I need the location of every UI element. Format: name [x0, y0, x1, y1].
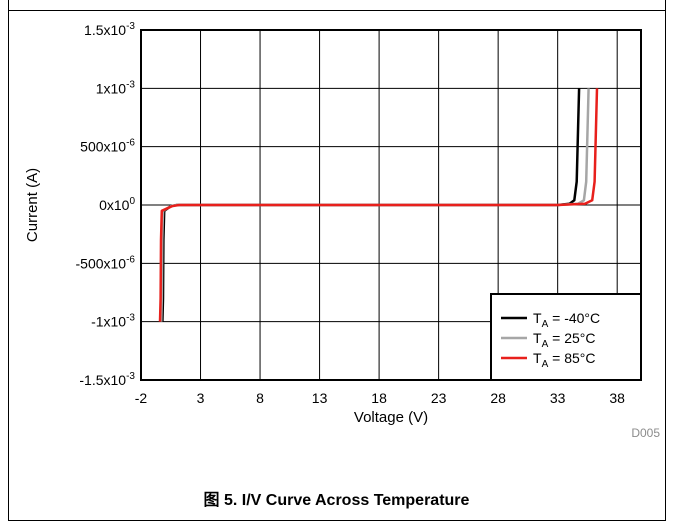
figure-top-rule — [8, 10, 666, 11]
y-tick-label: 500x10-6 — [80, 138, 135, 155]
x-tick-labels: -2 3 8 13 18 23 28 33 38 — [135, 390, 625, 406]
legend-label: TA = -40°C — [533, 310, 600, 330]
y-tick-label: -500x10-6 — [76, 254, 136, 271]
x-tick-label: 13 — [312, 390, 328, 406]
y-tick-labels: 1.5x10-3 1x10-3 500x10-6 0x100 -500x10-6 -1x1… — [76, 21, 136, 388]
plot-area — [140, 29, 642, 381]
series-lines — [158, 88, 599, 322]
y-tick-label: -1.5x10-3 — [79, 371, 135, 388]
x-tick-label: 33 — [550, 390, 566, 406]
x-tick-label: 18 — [371, 390, 387, 406]
figure-frame — [8, 0, 666, 521]
x-tick-label: 28 — [490, 390, 506, 406]
x-tick-label: 38 — [609, 390, 625, 406]
series-line-2 — [158, 88, 599, 322]
legend-label: TA = 85°C — [533, 350, 595, 370]
figure-tag: D005 — [631, 426, 660, 440]
legend-label: TA = 25°C — [533, 330, 595, 350]
legend: TA = -40°CTA = 25°CTA = 85°C — [490, 293, 642, 381]
x-tick-label: 8 — [256, 390, 264, 406]
x-tick-label: 23 — [431, 390, 447, 406]
y-tick-label: 1x10-3 — [96, 79, 136, 96]
y-tick-label: 1.5x10-3 — [84, 21, 135, 38]
figure-caption: 图 5. I/V Curve Across Temperature — [203, 492, 470, 509]
x-axis-label: Voltage (V) — [354, 409, 428, 426]
y-tick-label: -1x10-3 — [91, 313, 135, 330]
x-tick-label: 3 — [197, 390, 205, 406]
x-tick-label: -2 — [135, 390, 148, 406]
y-axis-label: Current (A) — [24, 168, 41, 242]
y-tick-label: 0x100 — [99, 196, 135, 213]
